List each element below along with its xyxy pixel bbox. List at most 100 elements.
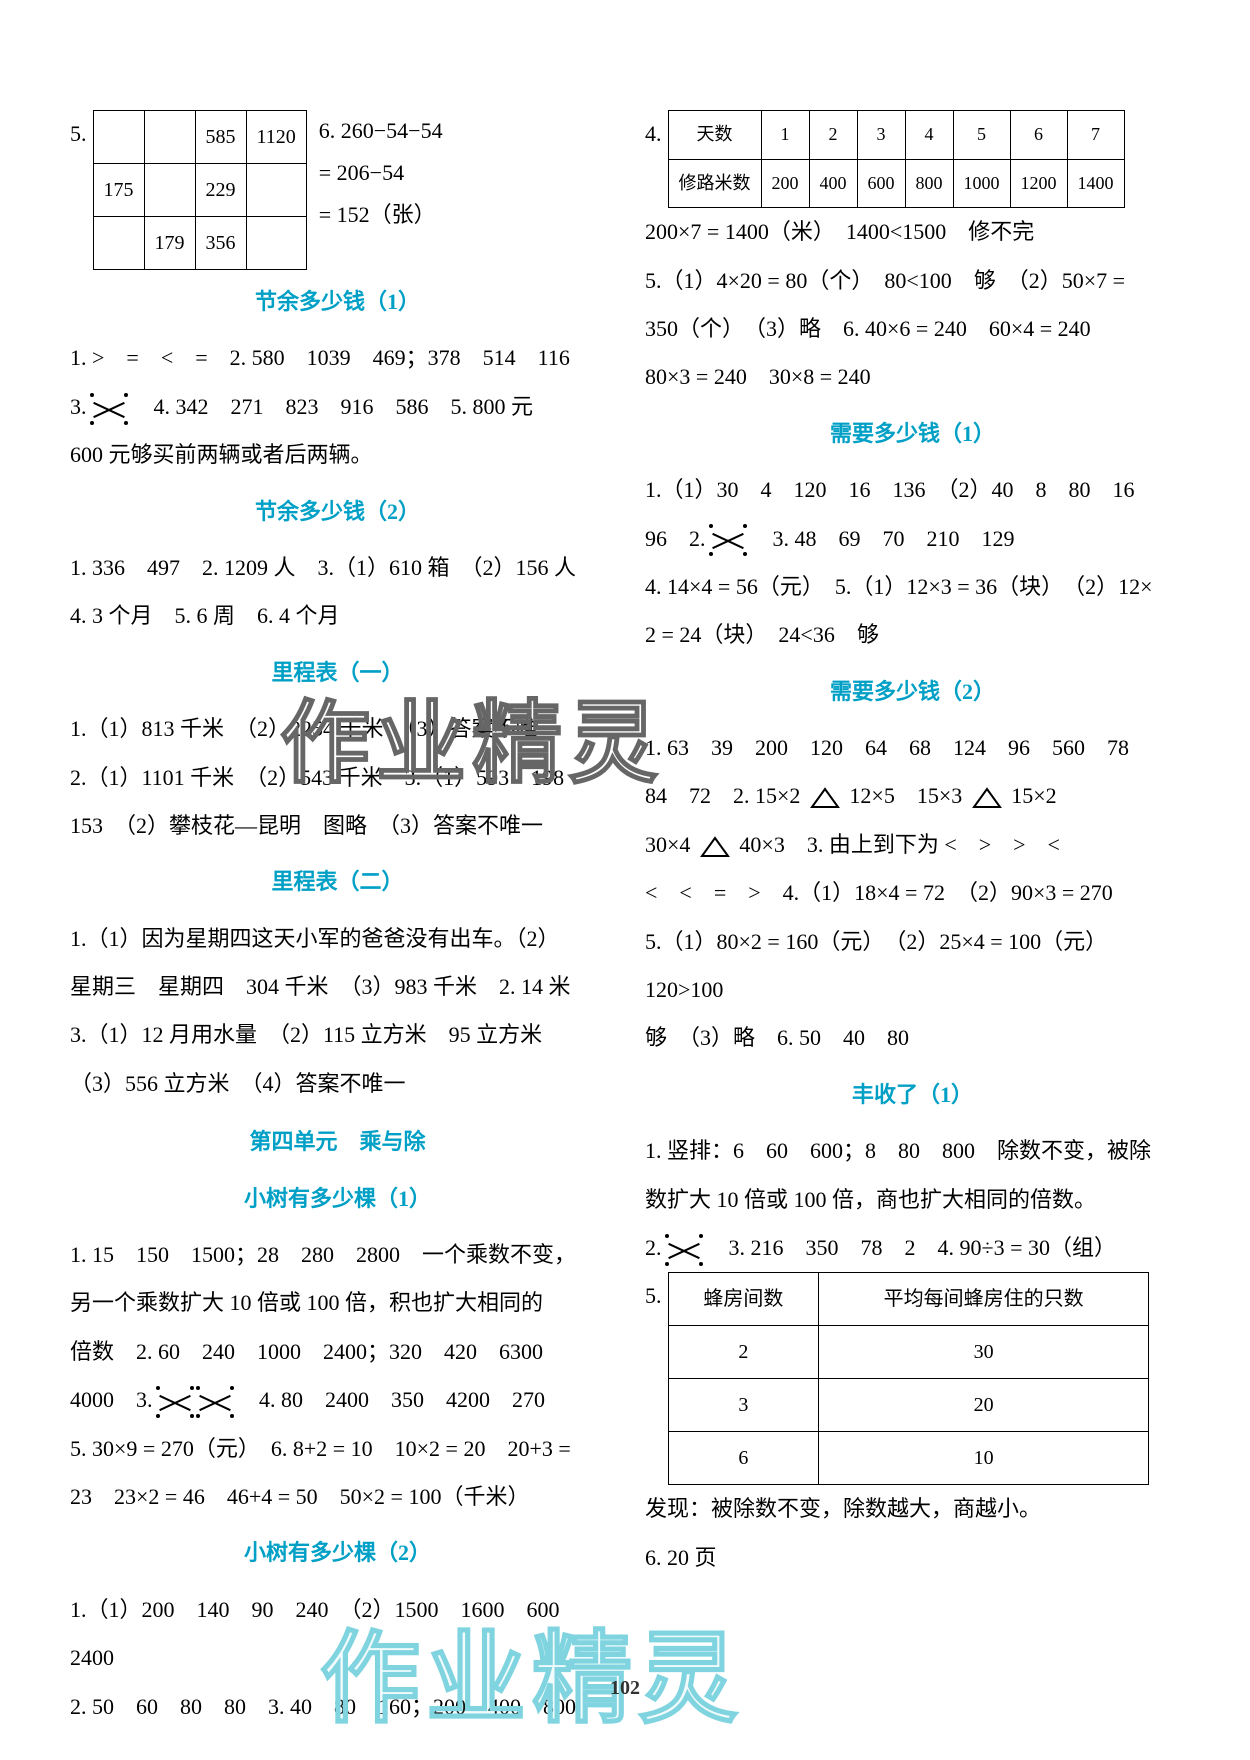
- table-cell: 800: [905, 159, 953, 208]
- answer-line: 1.（1）200 140 90 240 （2）1500 1600 600 240…: [70, 1586, 605, 1683]
- text: 2.: [645, 1235, 667, 1260]
- q4-label: 4.: [645, 110, 662, 158]
- cross-match-icon: [711, 526, 745, 554]
- triangle-match-icon: [972, 787, 1002, 809]
- answer-line: 1. 63 39 200 120 64 68 124 96 560 78: [645, 724, 1180, 772]
- text: 3. 48 69 70 210 129: [751, 526, 1015, 551]
- text: 3. 216 350 78 2 4. 90÷3 = 30（组）: [707, 1235, 1116, 1260]
- answer-line: 够 （3）略 6. 50 40 80: [645, 1014, 1180, 1062]
- answer-line: 3.（1）12 月用水量 （2）115 立方米 95 立方米: [70, 1011, 605, 1059]
- table-cell: 1: [761, 111, 809, 160]
- table-cell: 6: [668, 1432, 819, 1485]
- section-title: 丰收了（1）: [645, 1071, 1180, 1119]
- q5-block: 5. 585 1120 175 229 179 356: [70, 110, 605, 270]
- text: 4000 3.: [70, 1387, 158, 1412]
- answer-line: 1. 15 150 1500；28 280 2800 一个乘数不变，: [70, 1231, 605, 1279]
- text: 30×4: [645, 832, 690, 857]
- table-cell: 175: [93, 164, 144, 217]
- cross-match-icon: [198, 1388, 232, 1416]
- q5-table: 585 1120 175 229 179 356: [93, 110, 307, 270]
- table-cell: [144, 164, 195, 217]
- answer-line: 5. 30×9 = 270（元） 6. 8+2 = 10 10×2 = 20 2…: [70, 1425, 605, 1473]
- table-cell: [246, 217, 306, 270]
- section-title: 节余多少钱（1）: [70, 278, 605, 326]
- table-cell: [246, 164, 306, 217]
- right-column: 4. 天数 1 2 3 4 5 6 7 修路米数 200 400 600: [645, 110, 1180, 1731]
- table-cell: 600: [857, 159, 905, 208]
- answer-line: 1. 竖排：6 60 600；8 80 800 除数不变，被除: [645, 1127, 1180, 1175]
- q4-block: 4. 天数 1 2 3 4 5 6 7 修路米数 200 400 600: [645, 110, 1180, 208]
- q4-table: 天数 1 2 3 4 5 6 7 修路米数 200 400 600 800 10…: [668, 110, 1125, 208]
- text: 84 72 2. 15×2: [645, 783, 800, 808]
- eq-line: 6. 260−54−54: [319, 110, 443, 152]
- unit-title: 第四单元 乘与除: [70, 1118, 605, 1166]
- section-title: 需要多少钱（2）: [645, 668, 1180, 716]
- triangle-match-icon: [810, 787, 840, 809]
- eq-line: = 152（张）: [319, 194, 443, 236]
- answer-line: 4. 14×4 = 56（元） 5.（1）12×3 = 36（块） （2）12×: [645, 563, 1180, 611]
- left-column: 5. 585 1120 175 229 179 356: [70, 110, 605, 1731]
- section-title: 小树有多少棵（1）: [70, 1175, 605, 1223]
- table-cell: [144, 111, 195, 164]
- text: 4. 342 271 823 916 586 5. 800 元: [132, 394, 534, 419]
- table-cell: 20: [819, 1379, 1149, 1432]
- answer-line: 6. 20 页: [645, 1534, 1180, 1582]
- page-number: 102: [0, 1677, 1250, 1700]
- q5r-block: 5. 蜂房间数 平均每间蜂房住的只数 2 30 3 20 6 10: [645, 1272, 1180, 1485]
- answer-line: 1. 336 497 2. 1209 人 3.（1）610 箱 （2）156 人: [70, 544, 605, 592]
- q5r-table: 蜂房间数 平均每间蜂房住的只数 2 30 3 20 6 10: [668, 1272, 1150, 1485]
- table-cell: 蜂房间数: [668, 1273, 819, 1326]
- cross-match-icon: [92, 395, 126, 423]
- table-cell: 10: [819, 1432, 1149, 1485]
- answer-line: 23 23×2 = 46 46+4 = 50 50×2 = 100（千米）: [70, 1473, 605, 1521]
- table-cell: 6: [1010, 111, 1067, 160]
- answer-line: 600 元够买前两辆或者后两辆。: [70, 431, 605, 479]
- text: 96 2.: [645, 526, 711, 551]
- cross-match-icon: [667, 1236, 701, 1264]
- table-cell: 30: [819, 1326, 1149, 1379]
- table-cell: 天数: [668, 111, 761, 160]
- answer-line: 倍数 2. 60 240 1000 2400；320 420 6300: [70, 1328, 605, 1376]
- answer-line: 30×4 40×3 3. 由上到下为 < > > <: [645, 821, 1180, 869]
- text: 3.: [70, 394, 92, 419]
- answer-line: < < = > 4.（1）18×4 = 72 （2）90×3 = 270: [645, 869, 1180, 917]
- answer-line: 5.（1）80×2 = 160（元） （2）25×4 = 100（元） 120>…: [645, 918, 1180, 1015]
- text: 40×3 3. 由上到下为 < > > <: [739, 832, 1060, 857]
- table-cell: 7: [1067, 111, 1124, 160]
- answer-line: 96 2. 3. 48 69 70 210 129: [645, 515, 1180, 563]
- answer-line: 2. 3. 216 350 78 2 4. 90÷3 = 30（组）: [645, 1224, 1180, 1272]
- table-cell: 平均每间蜂房住的只数: [819, 1273, 1149, 1326]
- answer-line: 4000 3. 4. 80 2400 350 4200 270: [70, 1376, 605, 1424]
- text: 15×2: [1011, 783, 1056, 808]
- table-cell: 229: [195, 164, 246, 217]
- answer-line: 80×3 = 240 30×8 = 240: [645, 353, 1180, 401]
- section-title: 里程表（二）: [70, 858, 605, 906]
- text: 12×5 15×3: [849, 783, 962, 808]
- table-cell: 179: [144, 217, 195, 270]
- table-cell: 1120: [246, 111, 306, 164]
- table-cell: 2: [809, 111, 857, 160]
- answer-line: 星期三 星期四 304 千米 （3）983 千米 2. 14 米: [70, 963, 605, 1011]
- cross-match-icon: [158, 1388, 192, 1416]
- table-cell: 1000: [953, 159, 1010, 208]
- answer-line: 2.（1）1101 千米 （2）543 千米 3.（1）593 198: [70, 754, 605, 802]
- table-cell: 5: [953, 111, 1010, 160]
- answer-line: 5.（1）4×20 = 80（个） 80<100 够 （2）50×7 =: [645, 257, 1180, 305]
- answer-line: 1.（1）30 4 120 16 136 （2）40 8 80 16: [645, 466, 1180, 514]
- answer-line: 1.（1）因为星期四这天小军的爸爸没有出车。（2）: [70, 915, 605, 963]
- q5-label: 5.: [70, 110, 87, 158]
- answer-line: 200×7 = 1400（米） 1400<1500 修不完: [645, 208, 1180, 256]
- answer-line: 350（个） （3）略 6. 40×6 = 240 60×4 = 240: [645, 305, 1180, 353]
- answer-line: 另一个乘数扩大 10 倍或 100 倍，积也扩大相同的: [70, 1279, 605, 1327]
- answer-line: 4. 3 个月 5. 6 周 6. 4 个月: [70, 592, 605, 640]
- answer-line: 发现：被除数不变，除数越大，商越小。: [645, 1485, 1180, 1533]
- answer-line: 3. 4. 342 271 823 916 586 5. 800 元: [70, 383, 605, 431]
- answer-line: 153 （2）攀枝花—昆明 图略 （3）答案不唯一: [70, 802, 605, 850]
- section-title: 里程表（一）: [70, 649, 605, 697]
- answer-line: 2 = 24（块） 24<36 够: [645, 611, 1180, 659]
- q5-side-equations: 6. 260−54−54 = 206−54 = 152（张）: [319, 110, 443, 235]
- table-cell: [93, 217, 144, 270]
- answer-line: （3）556 立方米 （4）答案不唯一: [70, 1060, 605, 1108]
- triangle-match-icon: [700, 836, 730, 858]
- table-cell: 1200: [1010, 159, 1067, 208]
